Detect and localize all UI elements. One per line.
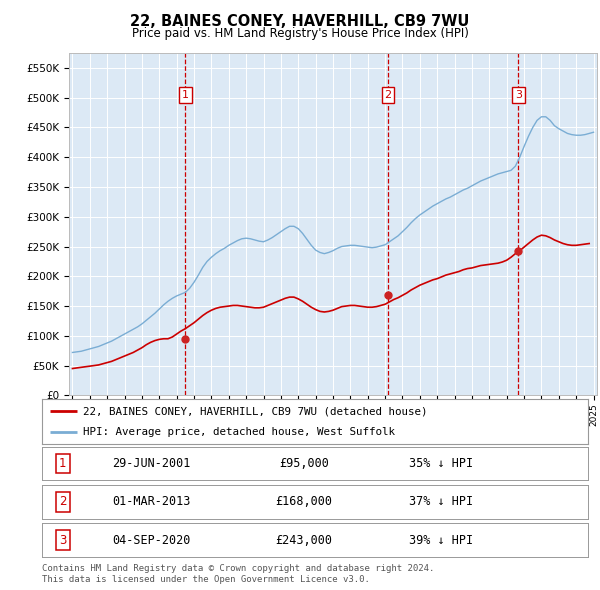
- Text: 01-MAR-2013: 01-MAR-2013: [112, 495, 190, 509]
- Text: £95,000: £95,000: [279, 457, 329, 470]
- Text: 37% ↓ HPI: 37% ↓ HPI: [409, 495, 473, 509]
- Text: 39% ↓ HPI: 39% ↓ HPI: [409, 533, 473, 547]
- Text: 29-JUN-2001: 29-JUN-2001: [112, 457, 190, 470]
- Text: 2: 2: [59, 495, 67, 509]
- Text: £168,000: £168,000: [275, 495, 332, 509]
- Text: HPI: Average price, detached house, West Suffolk: HPI: Average price, detached house, West…: [83, 427, 395, 437]
- Text: 2: 2: [385, 90, 391, 100]
- Text: £243,000: £243,000: [275, 533, 332, 547]
- Text: 3: 3: [515, 90, 522, 100]
- Text: 22, BAINES CONEY, HAVERHILL, CB9 7WU: 22, BAINES CONEY, HAVERHILL, CB9 7WU: [130, 14, 470, 30]
- Text: Price paid vs. HM Land Registry's House Price Index (HPI): Price paid vs. HM Land Registry's House …: [131, 27, 469, 40]
- Text: 04-SEP-2020: 04-SEP-2020: [112, 533, 190, 547]
- Text: 3: 3: [59, 533, 67, 547]
- Text: 1: 1: [59, 457, 67, 470]
- Text: 35% ↓ HPI: 35% ↓ HPI: [409, 457, 473, 470]
- Text: 1: 1: [182, 90, 189, 100]
- Text: Contains HM Land Registry data © Crown copyright and database right 2024.
This d: Contains HM Land Registry data © Crown c…: [42, 563, 434, 585]
- Text: 22, BAINES CONEY, HAVERHILL, CB9 7WU (detached house): 22, BAINES CONEY, HAVERHILL, CB9 7WU (de…: [83, 407, 427, 417]
